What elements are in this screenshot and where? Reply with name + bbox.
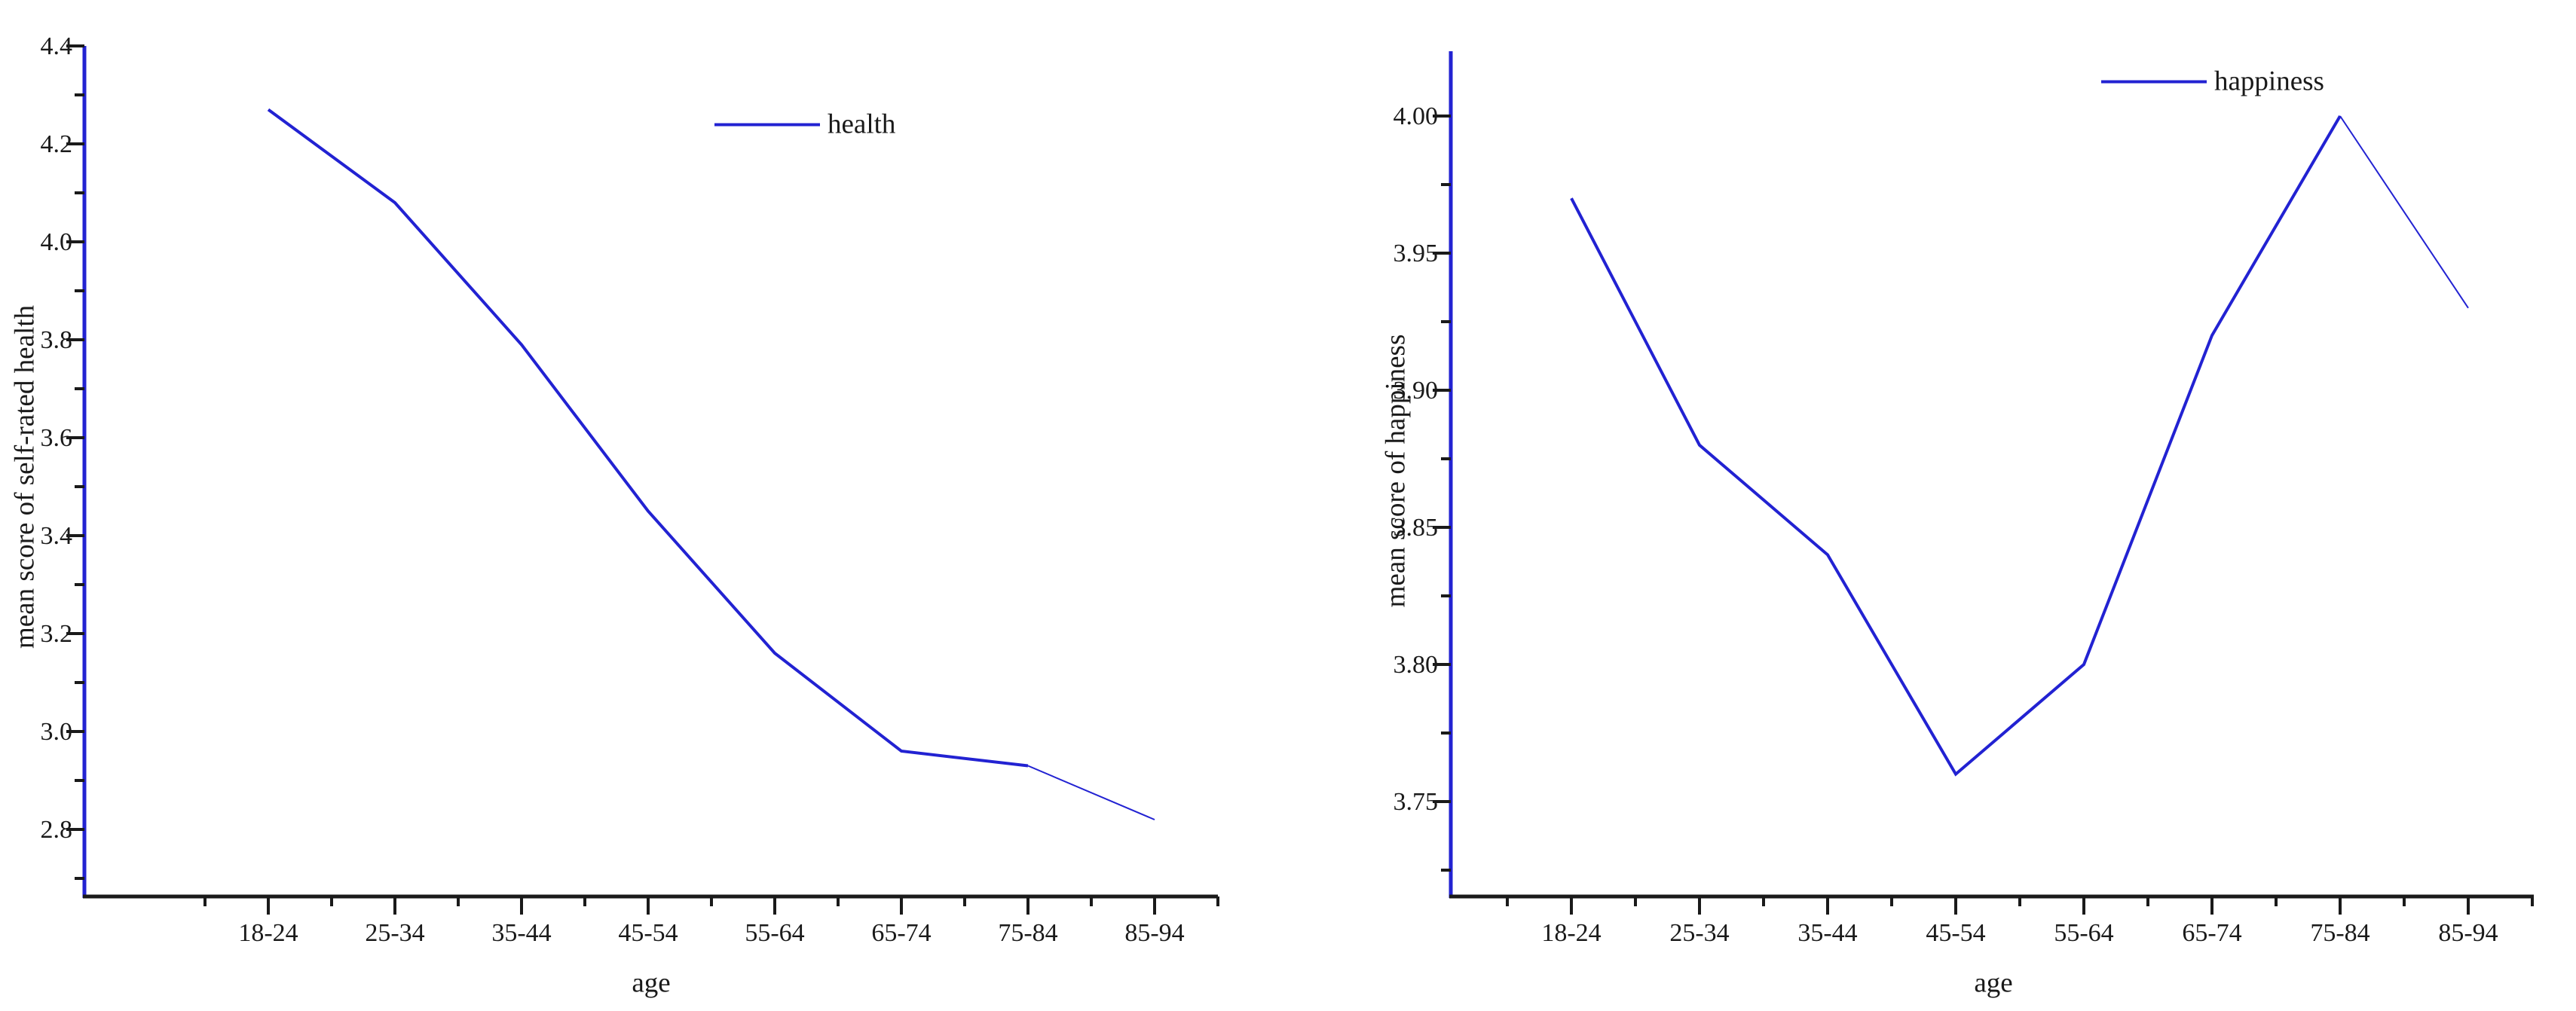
x-tick-label: 45-54 [1926,919,1986,947]
x-axis-title-health-age: age [632,967,671,999]
legend-label-happiness: happiness [2214,66,2324,97]
x-tick-label: 85-94 [1124,919,1185,947]
y-tick-label: 3.75 [1393,788,1439,816]
y-tick-label: 2.8 [40,816,73,844]
y-tick-label: 3.95 [1393,240,1439,267]
x-tick-label: 75-84 [998,919,1058,947]
y-axis-title-health: mean score of self-rated health [9,304,41,649]
y-tick-label: 3.80 [1393,651,1439,679]
x-tick-label: 55-64 [745,919,805,947]
legend-line-icon [2101,80,2207,83]
y-axis-title-happiness: mean score of happiness [1380,334,1412,608]
x-tick-label: 45-54 [618,919,678,947]
x-axis-title-happiness-age: age [1974,967,2013,999]
y-tick-label: 3.4 [40,522,73,550]
legend-happiness: happiness [2101,66,2324,98]
y-tick-label: 3.0 [40,718,73,746]
x-tick-label: 35-44 [491,919,552,947]
x-tick-label: 55-64 [2054,919,2114,947]
y-tick-label: 4.00 [1393,102,1439,130]
x-tick-label: 85-94 [2438,919,2498,947]
y-tick-label: 3.90 [1393,377,1439,405]
x-tick-label: 18-24 [1541,919,1602,947]
y-tick-label: 4.0 [40,228,73,256]
y-tick-label: 4.4 [40,32,73,60]
y-tick-label: 3.85 [1393,514,1439,542]
series-line-happiness [1570,115,2342,777]
x-tick-label: 75-84 [2310,919,2370,947]
x-tick-label: 25-34 [1669,919,1730,947]
x-tick-label: 35-44 [1797,919,1858,947]
series-line-final-segment [2339,115,2469,309]
y-tick-label: 3.2 [40,620,73,648]
legend-health: health [714,108,895,141]
y-tick-label: 3.6 [40,424,73,452]
legend-line-icon [714,123,820,126]
x-tick-label: 18-24 [238,919,298,947]
legend-label-health: health [828,108,896,140]
series-line-health [267,108,1029,768]
x-tick-label: 25-34 [365,919,425,947]
series-line-final-segment [1027,765,1155,820]
y-tick-label: 3.8 [40,326,73,354]
y-tick-label: 4.2 [40,130,73,158]
x-tick-label: 65-74 [871,919,932,947]
x-tick-label: 65-74 [2182,919,2242,947]
